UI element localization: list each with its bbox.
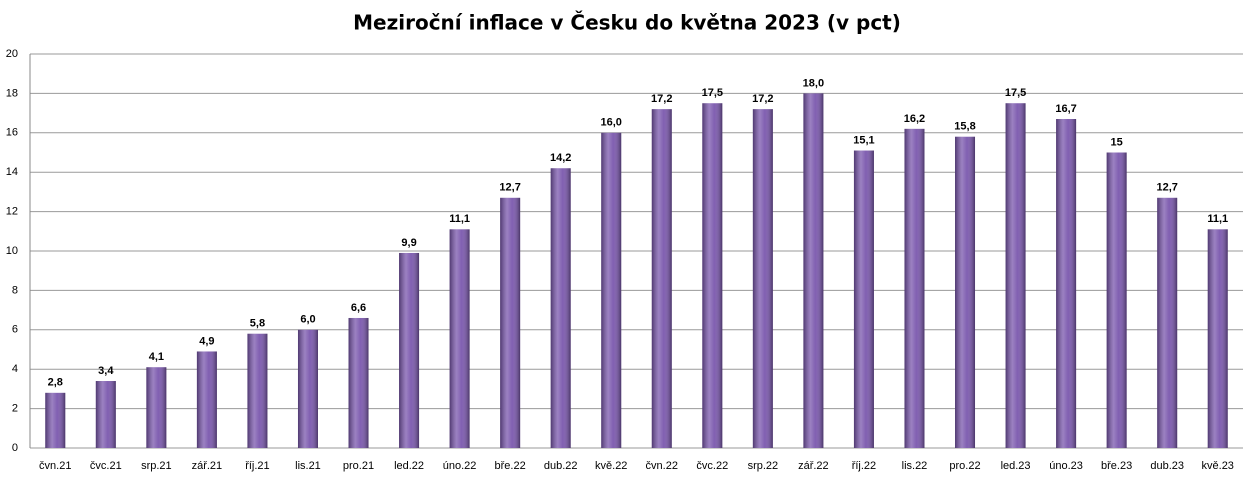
x-tick-label: čvc.22 — [696, 460, 728, 472]
bar-shine — [1106, 152, 1127, 448]
x-tick-label: dub.23 — [1150, 460, 1184, 472]
value-label: 18,0 — [803, 77, 824, 89]
bar-shine — [651, 109, 672, 448]
x-tick-label: lis.21 — [295, 460, 321, 472]
y-tick-label: 14 — [6, 166, 18, 178]
value-label: 12,7 — [1156, 182, 1177, 194]
y-tick-label: 0 — [12, 442, 18, 454]
value-label: 16,2 — [904, 113, 925, 125]
value-label: 6,0 — [300, 314, 315, 326]
value-label: 16,7 — [1055, 103, 1076, 115]
y-tick-label: 12 — [6, 206, 18, 218]
bar-shine — [803, 93, 824, 449]
x-tick-label: srp.22 — [748, 460, 779, 472]
value-label: 5,8 — [250, 318, 265, 330]
value-label: 11,1 — [449, 213, 470, 225]
x-tick-label: úno.23 — [1049, 460, 1083, 472]
bar-shine — [399, 252, 420, 448]
x-tick-label: lis.22 — [902, 460, 928, 472]
bar-shine — [297, 329, 318, 448]
value-label: 3,4 — [98, 365, 114, 377]
value-label: 11,1 — [1207, 213, 1228, 225]
x-tick-label: čvn.21 — [39, 460, 71, 472]
y-tick-label: 8 — [12, 284, 18, 296]
x-tick-label: led.23 — [1001, 460, 1031, 472]
value-label: 6,6 — [351, 302, 366, 314]
bar-shine — [45, 392, 66, 448]
x-tick-label: říj.22 — [852, 460, 876, 472]
bar-shine — [196, 351, 217, 448]
x-tick-label: pro.22 — [949, 460, 980, 472]
value-label: 17,2 — [752, 93, 773, 105]
bar-shine — [449, 229, 470, 448]
value-label: 17,5 — [702, 87, 723, 99]
bar-shine — [1157, 197, 1178, 448]
y-tick-label: 4 — [12, 363, 18, 375]
value-label: 15,1 — [853, 134, 874, 146]
bar-shine — [146, 367, 167, 448]
value-label: 2,8 — [48, 377, 63, 389]
y-tick-label: 18 — [6, 87, 18, 99]
bar-shine — [550, 168, 571, 448]
value-label: 15,8 — [954, 121, 975, 133]
bar-shine — [1056, 119, 1077, 448]
x-tick-label: bře.23 — [1101, 460, 1132, 472]
bar-shine — [1005, 103, 1026, 448]
bar-shine — [247, 333, 268, 448]
value-label: 17,5 — [1005, 87, 1026, 99]
bar-shine — [904, 128, 925, 449]
value-label: 12,7 — [499, 182, 520, 194]
x-tick-label: kvě.22 — [595, 460, 627, 472]
y-tick-label: 20 — [6, 48, 18, 60]
y-tick-label: 10 — [6, 245, 18, 257]
bar-shine — [500, 197, 521, 448]
x-tick-label: dub.22 — [544, 460, 578, 472]
value-label: 4,9 — [199, 335, 214, 347]
y-tick-label: 6 — [12, 324, 18, 336]
x-tick-label: úno.22 — [443, 460, 477, 472]
bar-shine — [1207, 229, 1228, 448]
value-label: 14,2 — [550, 152, 571, 164]
x-tick-label: čvn.22 — [646, 460, 678, 472]
bar-shine — [95, 381, 116, 448]
bar-shine — [955, 136, 976, 449]
x-tick-label: zář.22 — [798, 460, 829, 472]
x-tick-label: pro.21 — [343, 460, 374, 472]
value-label: 16,0 — [601, 117, 622, 129]
value-label: 4,1 — [149, 351, 164, 363]
x-tick-label: říj.21 — [245, 460, 269, 472]
bar-shine — [853, 150, 874, 448]
value-label: 9,9 — [401, 237, 416, 249]
x-tick-label: čvc.21 — [90, 460, 122, 472]
chart-title: Meziroční inflace v Česku do května 2023… — [353, 11, 901, 35]
value-label: 17,2 — [651, 93, 672, 105]
x-tick-label: zář.21 — [192, 460, 223, 472]
x-tick-label: kvě.23 — [1202, 460, 1234, 472]
x-tick-label: led.22 — [394, 460, 424, 472]
y-tick-label: 2 — [12, 403, 18, 415]
bar-shine — [702, 103, 723, 448]
x-tick-label: bře.22 — [495, 460, 526, 472]
x-tick-label: srp.21 — [141, 460, 172, 472]
value-label: 15 — [1111, 136, 1123, 148]
bar-shine — [752, 109, 773, 448]
y-tick-label: 16 — [6, 127, 18, 139]
bar-shine — [348, 317, 369, 448]
bar-shine — [601, 132, 622, 449]
